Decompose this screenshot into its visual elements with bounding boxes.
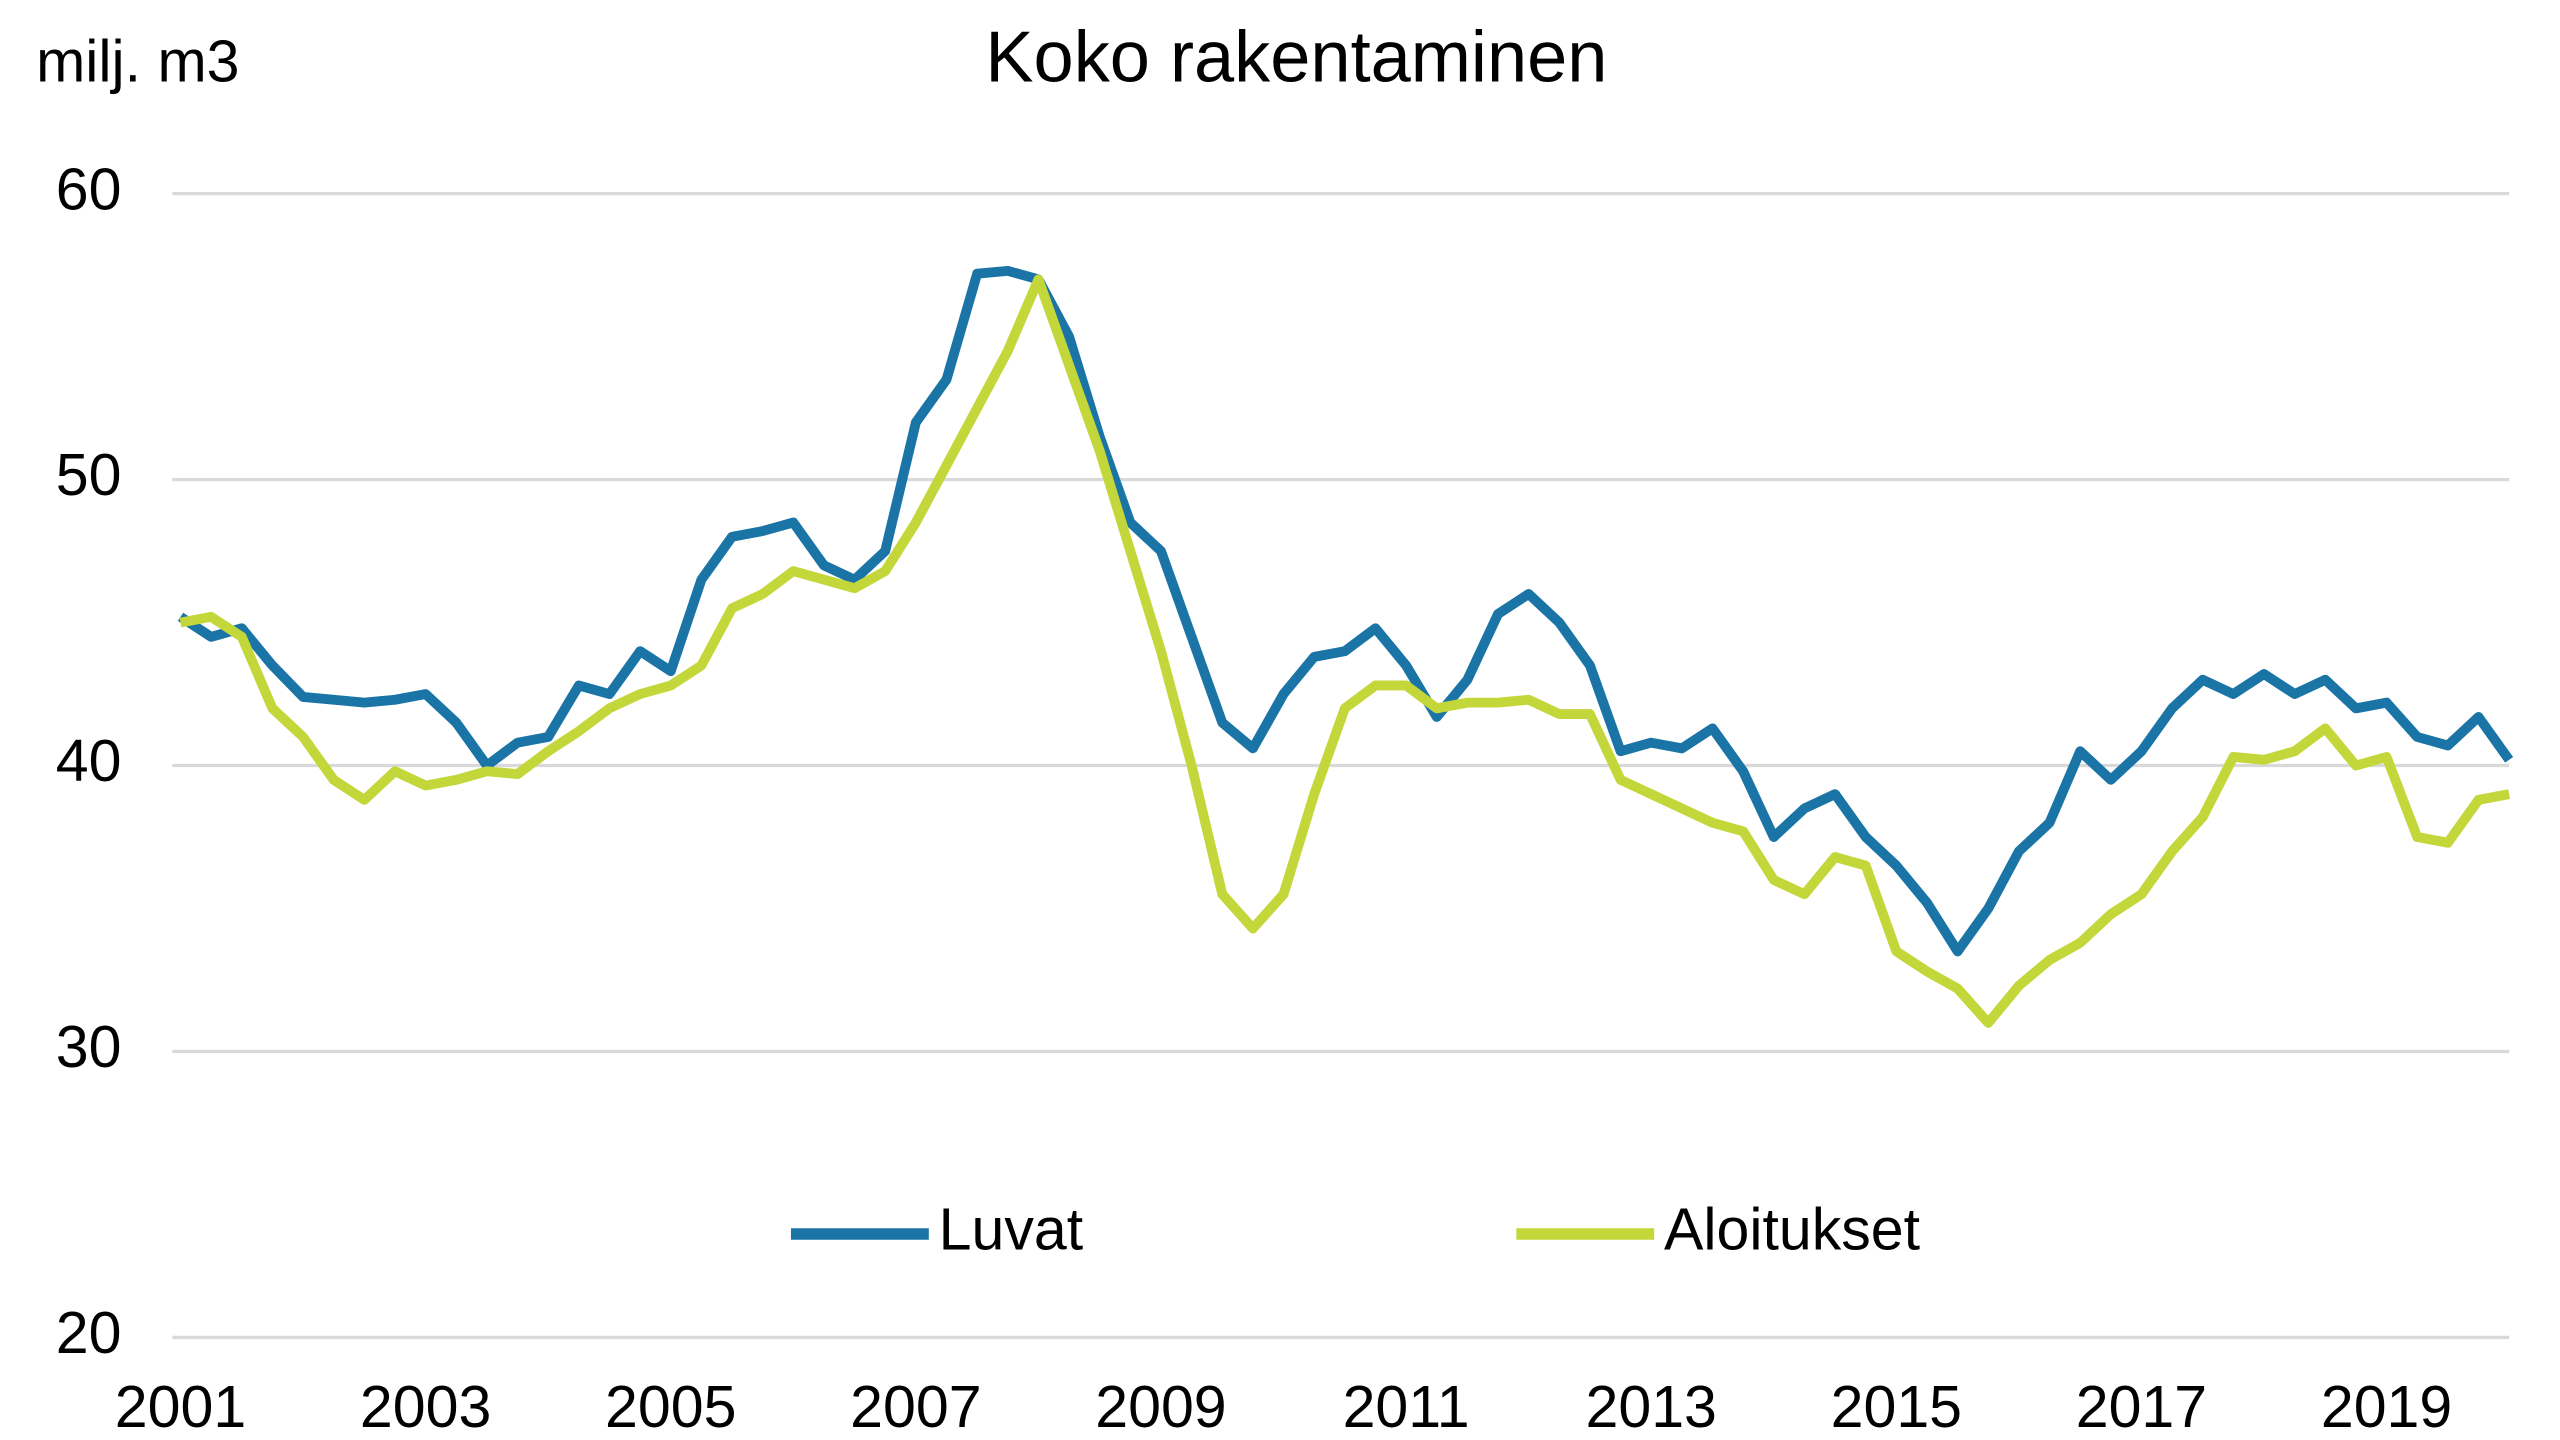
legend-label: Aloitukset	[1664, 1197, 1920, 1263]
x-tick-label: 2011	[1343, 1374, 1470, 1440]
y-tick-label: 60	[56, 156, 122, 222]
legend-label: Luvat	[939, 1197, 1083, 1263]
x-tick-label: 2001	[115, 1374, 246, 1440]
y-tick-label: 40	[56, 728, 122, 794]
data-line	[179, 274, 2511, 1028]
x-tick-label: 2003	[360, 1374, 491, 1440]
data-line	[177, 265, 2514, 957]
y-tick-label: 20	[56, 1300, 122, 1366]
y-axis-label: milj. m3	[36, 28, 239, 94]
x-tick-label: 2019	[2321, 1374, 2452, 1440]
x-tick-label: 2015	[1831, 1374, 1962, 1440]
x-tick-label: 2009	[1095, 1374, 1226, 1440]
x-tick-label: 2005	[605, 1374, 736, 1440]
y-tick-label: 50	[56, 442, 122, 508]
x-tick-label: 2013	[1586, 1374, 1717, 1440]
x-tick-label: 2017	[2076, 1374, 2207, 1440]
x-tick-label: 2007	[850, 1374, 981, 1440]
y-tick-label: 30	[56, 1014, 122, 1080]
chart-title: Koko rakentaminen	[985, 17, 1607, 97]
